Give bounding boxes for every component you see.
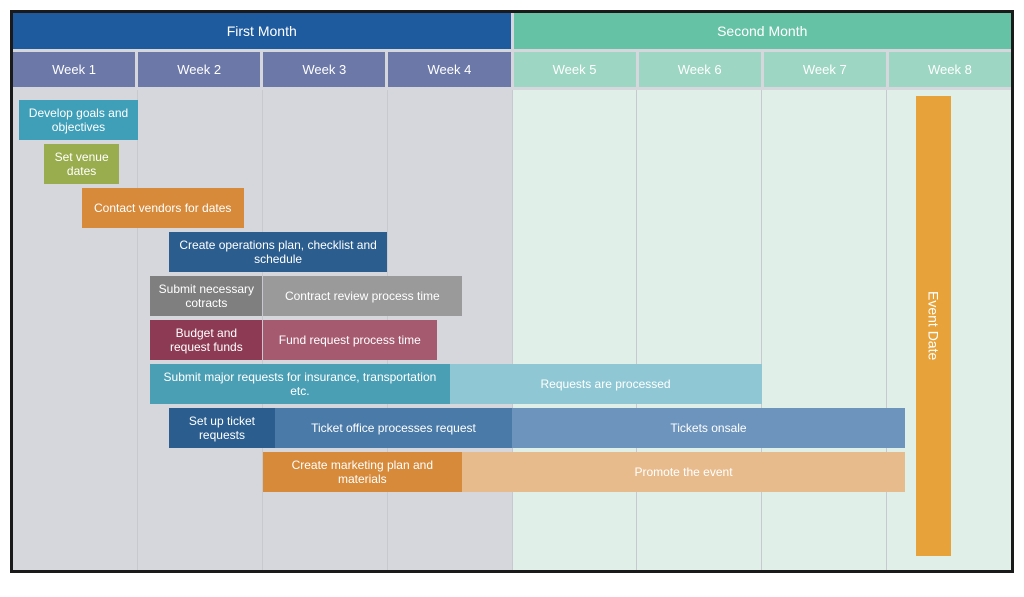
week-header: Week 2 — [138, 52, 260, 87]
event-date-bar: Event Date — [916, 96, 951, 556]
task-bar: Ticket office processes request — [275, 408, 512, 448]
task-label: Promote the event — [634, 465, 732, 479]
task-label: Ticket office processes request — [311, 421, 476, 435]
task-row: Create operations plan, checklist and sc… — [13, 230, 1011, 274]
chart-body: Develop goals and objectives Set venue da… — [13, 90, 1011, 570]
task-label: Fund request process time — [279, 333, 421, 347]
task-bar: Develop goals and objectives — [19, 100, 138, 140]
task-row: Submit major requests for insurance, tra… — [13, 362, 1011, 406]
month-header: Second Month — [514, 13, 1012, 49]
week-label: Week 6 — [678, 62, 722, 77]
task-label: Create marketing plan and materials — [269, 458, 457, 487]
month-label: Second Month — [717, 23, 807, 39]
gantt-chart: First MonthSecond Month Week 1Week 2Week… — [10, 10, 1014, 573]
week-header: Week 1 — [13, 52, 135, 87]
task-row: Develop goals and objectives — [13, 98, 1011, 142]
task-label: Set venue dates — [50, 150, 113, 179]
week-label: Week 5 — [553, 62, 597, 77]
task-bar: Set up ticket requests — [169, 408, 275, 448]
task-label: Set up ticket requests — [175, 414, 269, 443]
month-header: First Month — [13, 13, 511, 49]
week-label: Week 7 — [803, 62, 847, 77]
task-bar: Contract review process time — [263, 276, 463, 316]
event-date-label: Event Date — [926, 291, 942, 360]
week-header: Week 4 — [388, 52, 510, 87]
month-label: First Month — [227, 23, 297, 39]
task-label: Create operations plan, checklist and sc… — [175, 238, 381, 267]
task-label: Contract review process time — [285, 289, 440, 303]
task-bar: Set venue dates — [44, 144, 119, 184]
task-label: Submit necessary cotracts — [156, 282, 256, 311]
task-row: Budget and request funds Fund request pro… — [13, 318, 1011, 362]
task-bar: Promote the event — [462, 452, 905, 492]
task-bar: Submit necessary cotracts — [150, 276, 262, 316]
task-bar: Submit major requests for insurance, tra… — [150, 364, 449, 404]
month-header-row: First Month Second Month — [13, 13, 1011, 49]
week-label: Week 2 — [177, 62, 221, 77]
task-bar: Budget and request funds — [150, 320, 262, 360]
task-label: Requests are processed — [541, 377, 671, 391]
task-row: Create marketing plan and materials Promo… — [13, 450, 1011, 494]
task-rows: Develop goals and objectives Set venue da… — [13, 90, 1011, 508]
week-header-row: Week 1 Week 2 Week 3 Week 4 Week 5 Week 6 Week… — [13, 52, 1011, 87]
task-label: Develop goals and objectives — [25, 106, 132, 135]
week-label: Week 1 — [52, 62, 96, 77]
task-label: Budget and request funds — [156, 326, 256, 355]
week-header: Week 8 — [889, 52, 1011, 87]
task-bar: Fund request process time — [263, 320, 438, 360]
task-label: Contact vendors for dates — [94, 201, 231, 215]
task-bar: Tickets onsale — [512, 408, 905, 448]
week-label: Week 4 — [428, 62, 472, 77]
task-label: Tickets onsale — [670, 421, 746, 435]
week-header: Week 6 — [639, 52, 761, 87]
task-row: Set venue dates — [13, 142, 1011, 186]
task-row: Contact vendors for dates — [13, 186, 1011, 230]
task-row: Set up ticket requests Ticket office proc… — [13, 406, 1011, 450]
task-bar: Contact vendors for dates — [82, 188, 244, 228]
week-header: Week 7 — [764, 52, 886, 87]
week-label: Week 3 — [302, 62, 346, 77]
week-header: Week 3 — [263, 52, 385, 87]
task-bar: Create operations plan, checklist and sc… — [169, 232, 387, 272]
week-header: Week 5 — [514, 52, 636, 87]
task-row: Submit necessary cotracts Contract review… — [13, 274, 1011, 318]
task-bar: Create marketing plan and materials — [263, 452, 463, 492]
week-label: Week 8 — [928, 62, 972, 77]
task-label: Submit major requests for insurance, tra… — [156, 370, 443, 399]
task-bar: Requests are processed — [450, 364, 762, 404]
